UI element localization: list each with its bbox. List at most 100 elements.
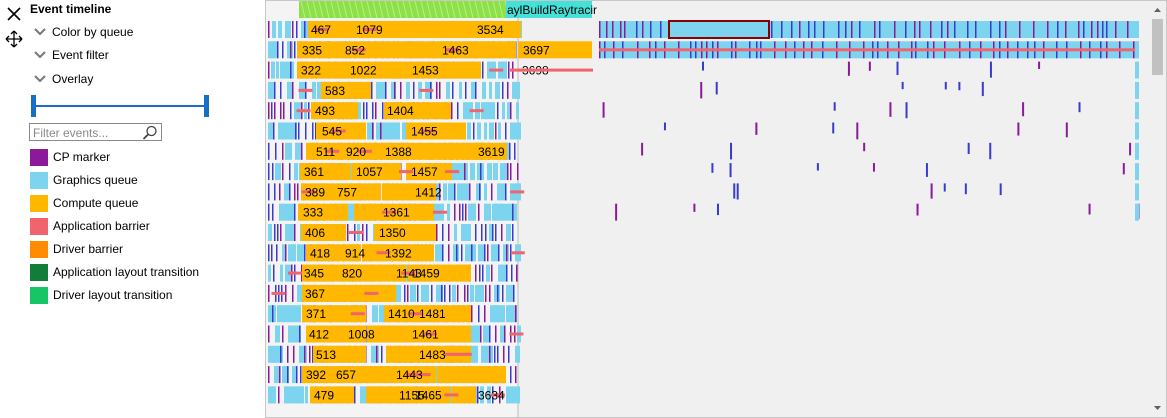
legend-item-cp-marker[interactable]: CP marker [30, 148, 110, 166]
queue-event-stripe [470, 163, 475, 181]
graphics-stripe [1135, 41, 1139, 59]
queue-event-stripe [305, 386, 308, 404]
event-timeline-canvas[interactable]: aylBuildRaytracir46710793534374137993803… [265, 0, 1167, 418]
queue-event-stripe [944, 81, 947, 90]
queue-event-stripe [480, 386, 484, 404]
event-label: 345 [304, 267, 324, 281]
queue-event-stripe [482, 264, 484, 282]
queue-event-stripe [484, 244, 486, 262]
filter-input[interactable]: Filter events... [29, 123, 162, 141]
queue-event-stripe [484, 203, 488, 221]
event-label: 367 [305, 287, 325, 301]
scroll-up-icon[interactable] [1149, 1, 1166, 18]
queue-event-stripe [410, 284, 416, 302]
slider-handle-left[interactable] [31, 95, 36, 117]
queue-event-stripe [1065, 21, 1067, 38]
barrier-marker [445, 170, 460, 174]
legend-item-application-barrier[interactable]: Application barrier [30, 217, 150, 235]
queue-event-stripe [781, 21, 783, 38]
event-label: 757 [337, 185, 357, 199]
compute-block [437, 366, 506, 384]
legend-item-compute-queue[interactable]: Compute queue [30, 194, 138, 212]
graphics-stripe [1135, 61, 1139, 79]
event-label: 412 [309, 328, 329, 342]
queue-event-stripe [297, 183, 299, 201]
queue-event-stripe [381, 345, 383, 363]
queue-event-stripe [294, 183, 296, 201]
top-green-hatch [480, 1, 486, 19]
color-by-queue-label: Color by queue [52, 25, 134, 39]
overlay-dropdown[interactable]: Overlay [34, 70, 93, 88]
slider-handle-right[interactable] [204, 95, 209, 117]
queue-event-stripe [874, 21, 876, 38]
barrier-marker [288, 271, 303, 275]
slider-track [33, 105, 207, 107]
queue-event-stripe [443, 183, 447, 201]
barrier-marker [510, 251, 525, 255]
queue-event-stripe [295, 122, 297, 140]
queue-event-stripe [489, 81, 492, 99]
event-label: 1361 [383, 206, 410, 220]
queue-event-stripe [287, 81, 292, 99]
event-label: 333 [303, 206, 323, 220]
event-filter-dropdown[interactable]: Event filter [34, 46, 109, 64]
search-icon[interactable] [142, 125, 158, 140]
compute-block [452, 386, 476, 404]
scrollbar-thumb[interactable] [1152, 19, 1163, 75]
queue-event-stripe [298, 386, 304, 404]
top-green-hatch [426, 1, 432, 19]
move-icon[interactable] [5, 30, 23, 48]
timeline-svg[interactable]: aylBuildRaytracir46710793534374137993803… [266, 1, 1151, 417]
queue-event-stripe [1091, 21, 1093, 38]
queue-event-stripe [981, 81, 984, 97]
barrier-marker [469, 109, 484, 113]
queue-event-stripe [606, 21, 608, 38]
queue-event-stripe [832, 122, 835, 134]
queue-event-stripe [268, 284, 270, 302]
close-icon[interactable] [6, 6, 22, 22]
legend-item-application-layout-transition[interactable]: Application layout transition [30, 263, 199, 281]
queue-event-stripe [268, 142, 270, 160]
queue-event-stripe [462, 183, 470, 201]
scroll-down-icon[interactable] [1149, 400, 1166, 417]
barrier-marker [433, 210, 448, 214]
queue-event-stripe [268, 224, 272, 241]
queue-event-stripe [394, 81, 396, 99]
legend-item-graphics-queue[interactable]: Graphics queue [30, 171, 138, 189]
event-label: 1057 [356, 165, 383, 179]
barrier-span [599, 48, 1139, 52]
vertical-scrollbar[interactable] [1149, 1, 1166, 417]
queue-event-stripe [271, 386, 276, 404]
queue-event-stripe [290, 203, 295, 221]
barrier-marker [296, 109, 311, 113]
queue-event-stripe [478, 244, 484, 262]
queue-event-stripe [363, 102, 365, 120]
event-label: 371 [306, 307, 326, 321]
queue-event-stripe [493, 163, 498, 181]
queue-event-stripe [494, 345, 496, 363]
queue-event-stripe [482, 81, 486, 99]
event-label: 1459 [413, 267, 440, 281]
queue-event-stripe [277, 41, 279, 59]
queue-event-stripe [457, 102, 459, 120]
color-by-queue-dropdown[interactable]: Color by queue [34, 23, 133, 41]
queue-event-stripe [859, 21, 861, 38]
queue-event-stripe [268, 345, 275, 363]
queue-event-stripe [274, 366, 279, 384]
legend-item-driver-barrier[interactable]: Driver barrier [30, 240, 123, 258]
legend-item-driver-layout-transition[interactable]: Driver layout transition [30, 286, 172, 304]
range-slider[interactable] [31, 95, 209, 117]
queue-event-stripe [282, 325, 284, 343]
event-label: 479 [314, 388, 334, 402]
queue-event-stripe [990, 21, 992, 38]
queue-event-stripe [502, 81, 504, 99]
event-label: 335 [302, 43, 322, 57]
event-label: 1457 [411, 165, 438, 179]
barrier-marker [490, 393, 505, 397]
top-green-hatch [474, 1, 480, 19]
queue-event-stripe [497, 183, 501, 201]
graphics-stripe [1135, 21, 1139, 38]
queue-event-stripe [292, 81, 294, 99]
queue-event-stripe [863, 142, 866, 152]
queue-event-stripe [404, 284, 406, 302]
